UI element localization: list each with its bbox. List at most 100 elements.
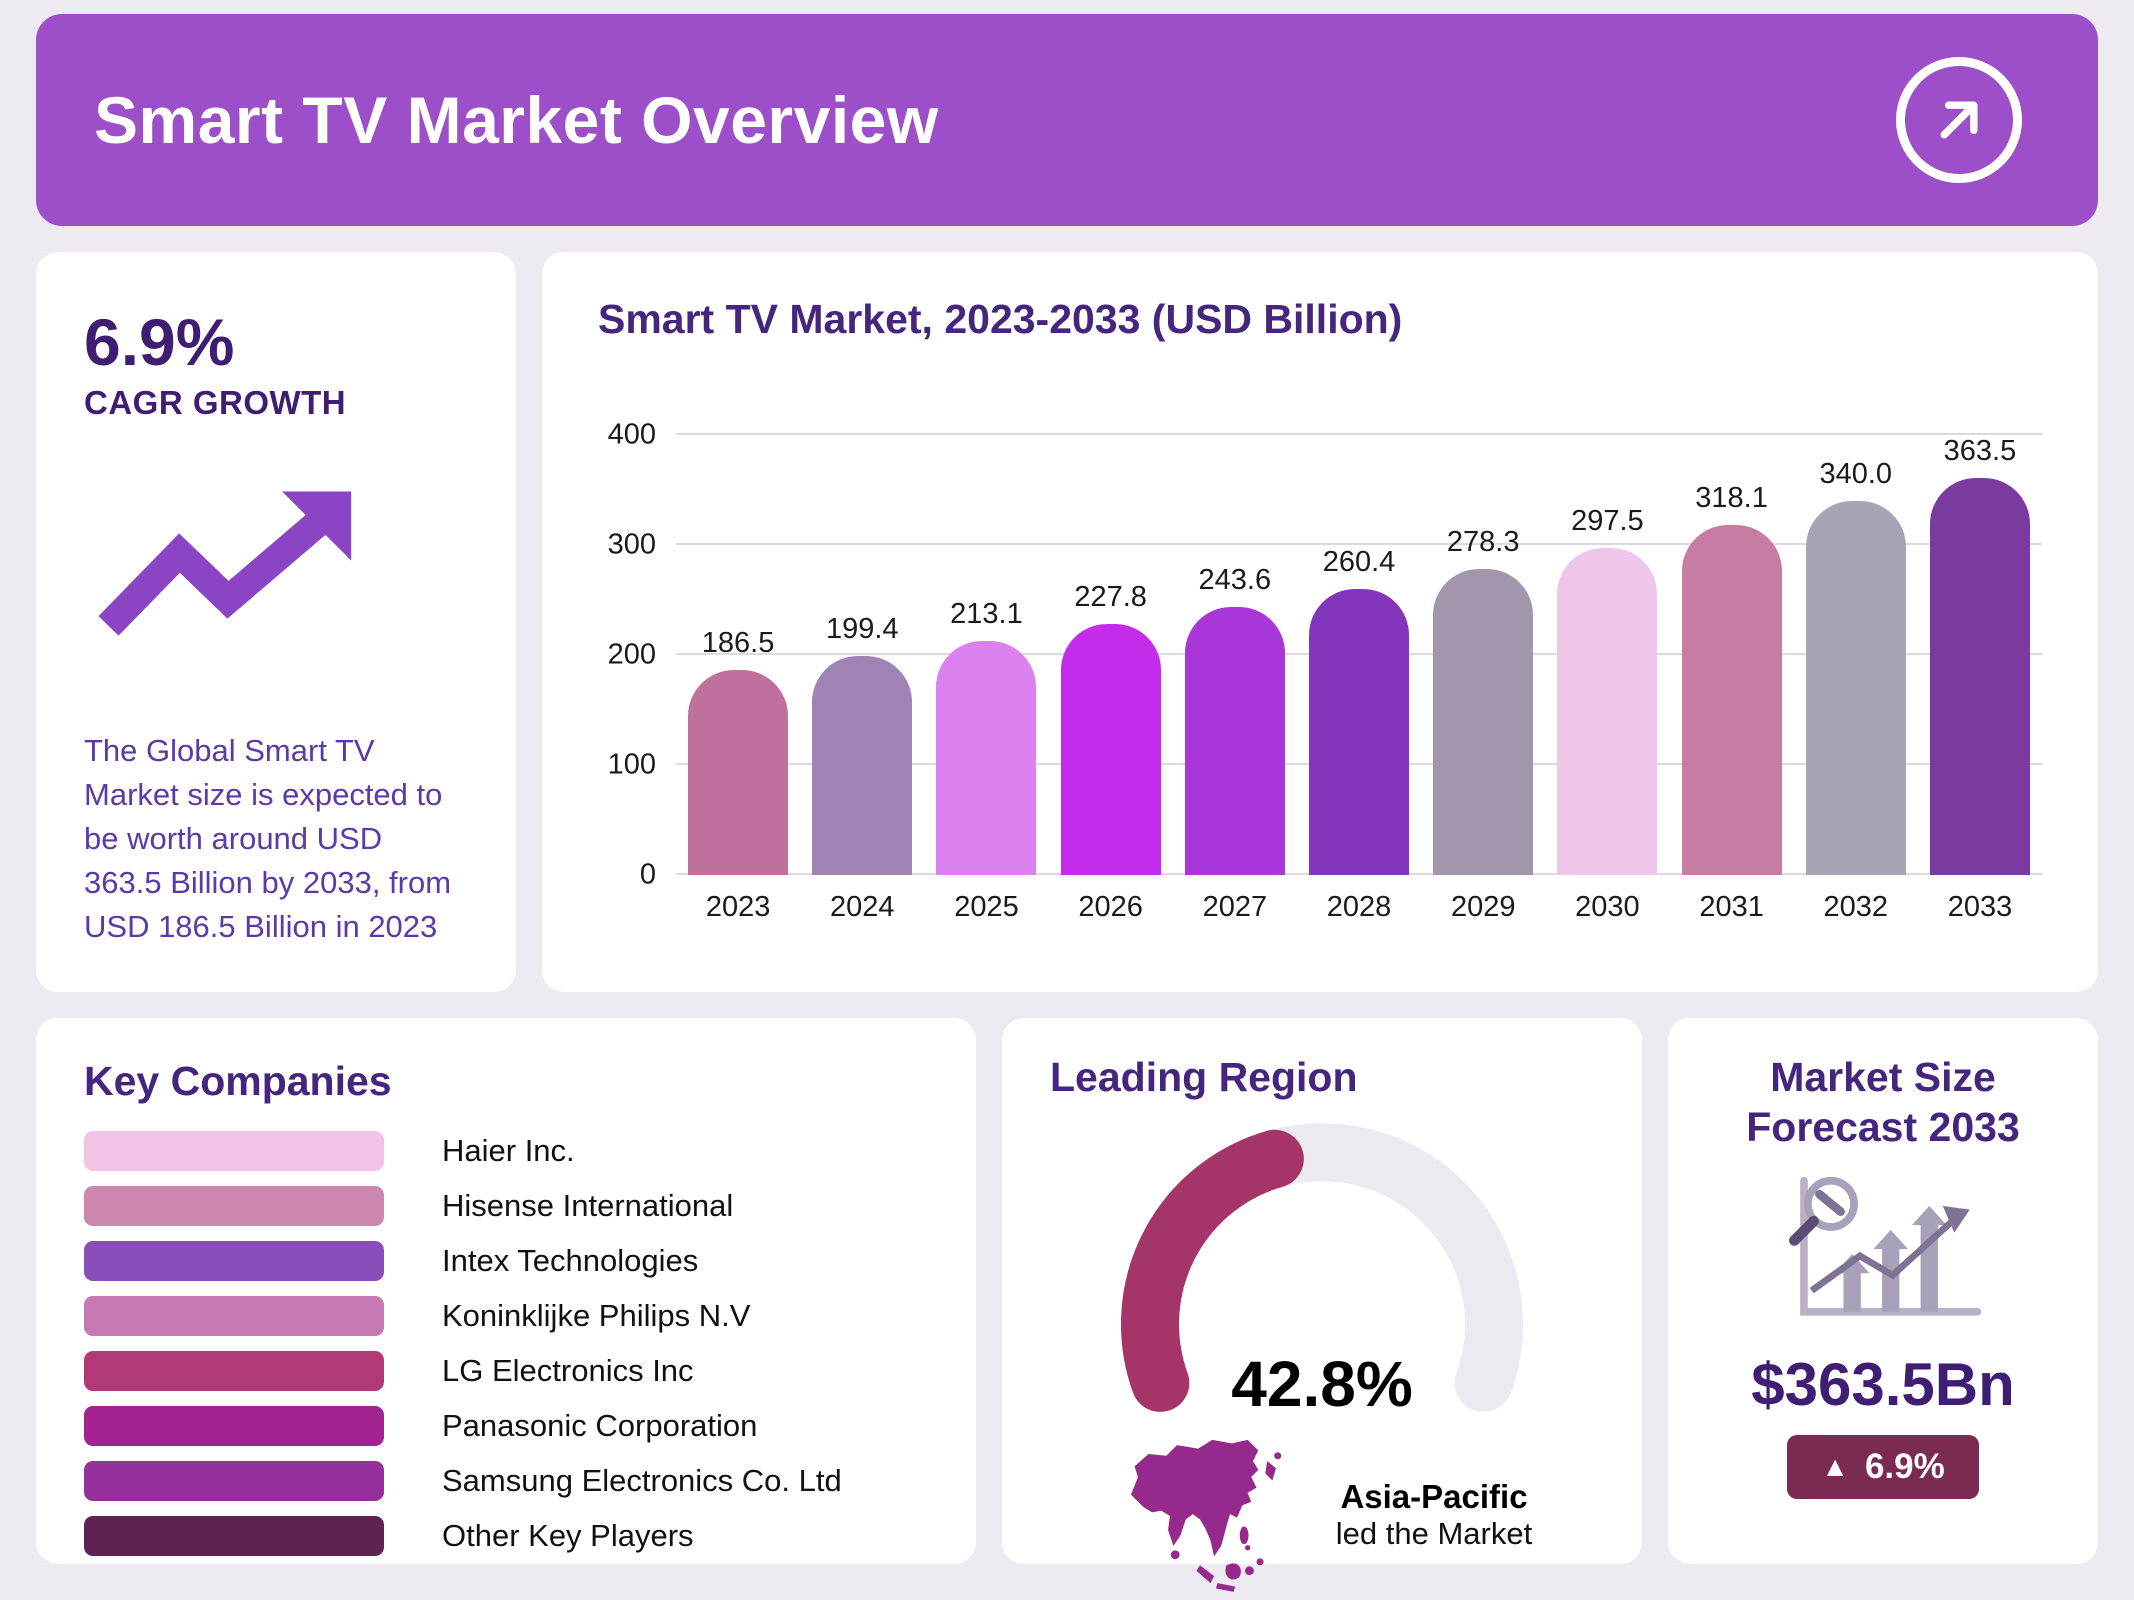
bar-value-label: 340.0 xyxy=(1819,458,1893,490)
forecast-value: $363.5Bn xyxy=(1751,1351,2015,1419)
bar-value-label: 243.6 xyxy=(1198,564,1272,597)
company-row: Koninklijke Philips N.V xyxy=(84,1296,928,1336)
bars: 186.5 199.4 213.1 227.8 243.6 260.4 278.3 297.5… xyxy=(676,435,2042,875)
bar-slot: 297.5 xyxy=(1545,435,1669,875)
forecast-card: Market Size Forecast 2033 $363.5Bn ▲ 6.9… xyxy=(1668,1018,2098,1564)
company-row: LG Electronics Inc xyxy=(84,1351,928,1391)
bar-2026 xyxy=(1060,624,1161,875)
leading-region-title: Leading Region xyxy=(1050,1054,1358,1100)
gauge-chart: 42.8% xyxy=(1107,1109,1537,1427)
company-label: Samsung Electronics Co. Ltd xyxy=(442,1463,842,1498)
bar-slot: 243.6 xyxy=(1173,435,1297,875)
arrow-up-right-icon xyxy=(1940,101,1978,139)
cagr-value: 6.9% xyxy=(84,305,235,379)
company-row: Intex Technologies xyxy=(84,1241,928,1281)
y-axis-tick: 400 xyxy=(607,418,656,451)
bar-value-label: 260.4 xyxy=(1322,545,1396,578)
company-row: Samsung Electronics Co. Ltd xyxy=(84,1461,928,1501)
company-label: Koninklijke Philips N.V xyxy=(442,1298,751,1333)
region-name: Asia-Pacific xyxy=(1340,1478,1528,1516)
x-axis-tick: 2033 xyxy=(1947,891,2013,923)
leading-region-card: Leading Region 42.8% xyxy=(1002,1018,1642,1593)
company-label: Hisense International xyxy=(442,1188,734,1223)
bar-2025 xyxy=(936,640,1037,875)
bar-2027 xyxy=(1184,607,1285,875)
company-color-swatch xyxy=(84,1186,384,1226)
company-color-swatch xyxy=(84,1406,384,1446)
asia-map-icon xyxy=(1130,1440,1282,1593)
bar-slot: 213.1 xyxy=(924,435,1048,875)
bar-slot: 318.1 xyxy=(1670,435,1794,875)
company-row: Haier Inc. xyxy=(84,1131,928,1171)
region-row: Asia-Pacific led the Market xyxy=(1112,1431,1532,1599)
company-color-swatch xyxy=(84,1131,384,1171)
x-axis-tick: 2030 xyxy=(1575,891,1640,923)
x-axis: 2023 2024 2025 2026 2027 2028 2029 2030 2031 2032… xyxy=(676,891,2042,924)
companies-legend: Haier Inc. Hisense International Intex Tec… xyxy=(84,1131,928,1556)
company-color-swatch xyxy=(84,1296,384,1336)
bar-slot: 278.3 xyxy=(1421,435,1545,875)
company-color-swatch xyxy=(84,1516,384,1556)
growth-badge-label: 6.9% xyxy=(1864,1447,1945,1487)
company-label: LG Electronics Inc xyxy=(442,1353,694,1388)
company-color-swatch xyxy=(84,1241,384,1281)
company-row: Other Key Players xyxy=(84,1516,928,1556)
page-title: Smart TV Market Overview xyxy=(94,83,939,157)
bar-value-label: 186.5 xyxy=(701,626,775,659)
cagr-card: 6.9% CAGR GROWTH The Global Smart TV Mar… xyxy=(36,252,516,992)
cagr-description: The Global Smart TV Market size is expec… xyxy=(84,733,452,945)
company-row: Hisense International xyxy=(84,1186,928,1226)
bottom-row: Key Companies Haier Inc. Hisense Internat… xyxy=(36,1018,2098,1593)
y-axis-tick: 200 xyxy=(607,638,656,671)
key-companies-title: Key Companies xyxy=(84,1058,392,1104)
x-axis-tick: 2032 xyxy=(1823,891,1889,923)
plot-area: 186.5 199.4 213.1 227.8 243.6 260.4 278.3 297.5… xyxy=(676,433,2042,875)
bar-2032 xyxy=(1805,501,1906,875)
market-chart-card: Smart TV Market, 2023-2033 (USD Billion)… xyxy=(542,252,2098,992)
bar-slot: 363.5 xyxy=(1918,435,2042,875)
cagr-label: CAGR GROWTH xyxy=(84,384,347,421)
y-axis-tick: 100 xyxy=(607,748,656,781)
region-text: Asia-Pacific led the Market xyxy=(1336,1478,1532,1552)
x-axis-tick: 2029 xyxy=(1450,891,1516,923)
gauge-fill xyxy=(1121,1123,1523,1412)
company-label: Intex Technologies xyxy=(442,1243,699,1278)
gridline xyxy=(676,543,2042,545)
bar-slot: 260.4 xyxy=(1297,435,1421,875)
bar-chart: 0 100 200 300 400 186.5 199.4 213.1 227.8 243.6 2… xyxy=(598,419,2042,924)
company-color-swatch xyxy=(84,1351,384,1391)
trend-arrow-button xyxy=(1896,57,2022,183)
chart-title: Smart TV Market, 2023-2033 (USD Billion) xyxy=(598,296,1403,342)
y-axis-tick: 0 xyxy=(639,858,656,891)
key-companies-card: Key Companies Haier Inc. Hisense Internat… xyxy=(36,1018,976,1564)
x-axis-tick: 2031 xyxy=(1699,891,1764,923)
company-label: Other Key Players xyxy=(442,1518,694,1553)
company-row: Panasonic Corporation xyxy=(84,1406,928,1446)
x-axis-tick: 2025 xyxy=(954,891,1019,923)
bar-2030 xyxy=(1557,547,1658,875)
x-axis-tick: 2027 xyxy=(1202,891,1268,923)
bar-slot: 199.4 xyxy=(800,435,924,875)
bar-value-label: 227.8 xyxy=(1074,581,1147,614)
bar-2024 xyxy=(812,655,913,875)
y-axis-tick: 300 xyxy=(607,528,656,561)
x-axis-tick: 2024 xyxy=(830,891,895,923)
x-axis-tick: 2023 xyxy=(705,891,771,923)
x-axis-tick: 2026 xyxy=(1078,891,1143,923)
triangle-up-icon: ▲ xyxy=(1821,1451,1849,1483)
bar-value-label: 318.1 xyxy=(1695,482,1768,515)
bar-value-label: 199.4 xyxy=(825,612,899,645)
gridline xyxy=(676,433,2042,435)
gauge-value: 42.8% xyxy=(1231,1348,1413,1421)
bar-2028 xyxy=(1309,588,1410,875)
bar-2033 xyxy=(1929,478,2030,875)
bar-2029 xyxy=(1433,568,1534,875)
bar-value-label: 278.3 xyxy=(1446,525,1520,558)
company-color-swatch xyxy=(84,1461,384,1501)
bar-value-label: 213.1 xyxy=(950,597,1023,630)
bar-value-label: 297.5 xyxy=(1571,504,1644,537)
bar-slot: 340.0 xyxy=(1794,435,1918,875)
bar-2031 xyxy=(1681,525,1782,875)
growth-arrow-icon xyxy=(98,491,352,636)
